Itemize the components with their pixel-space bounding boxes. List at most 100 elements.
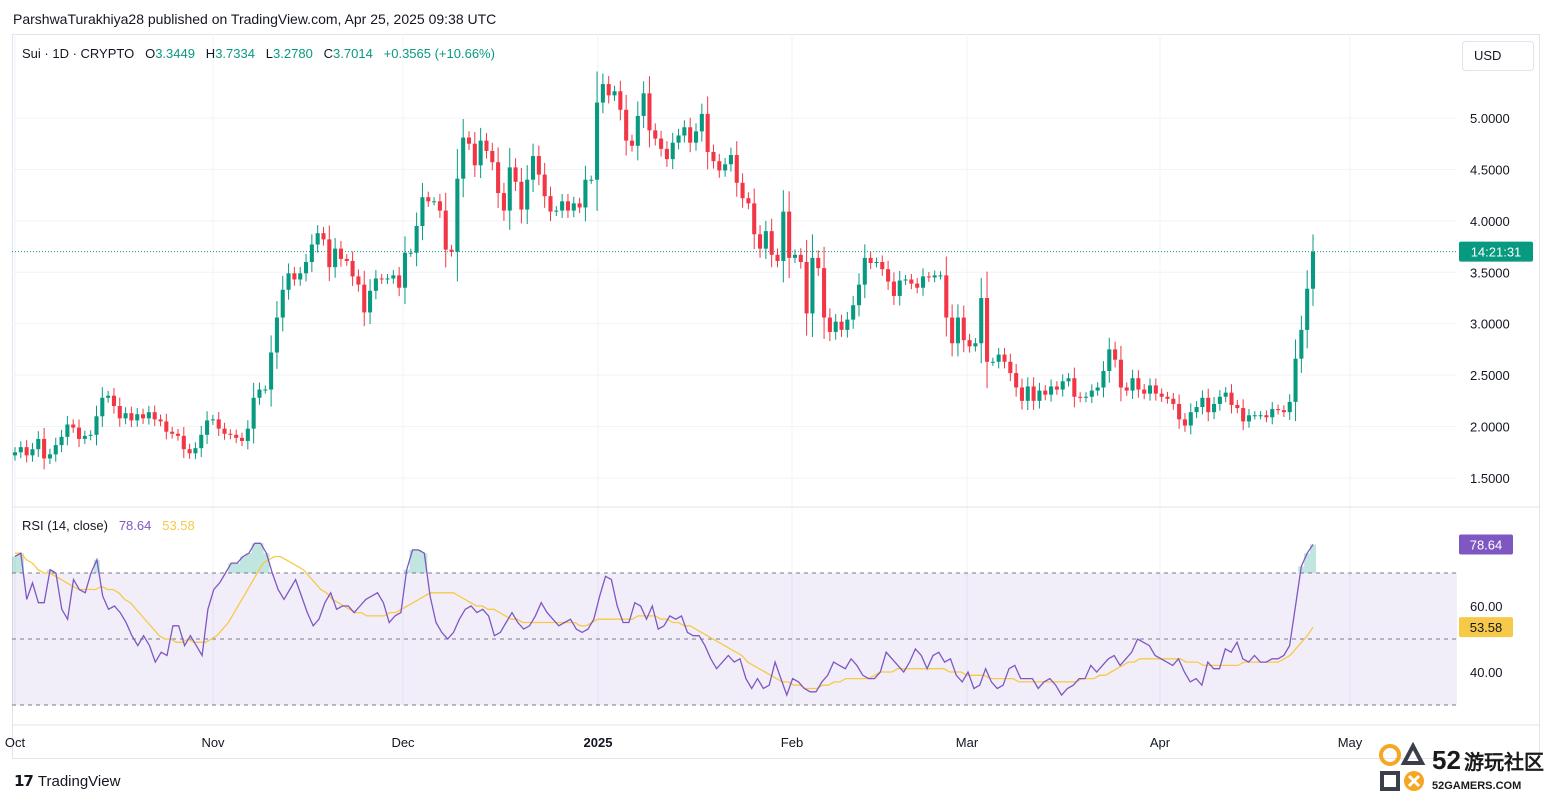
candle-body (123, 413, 128, 419)
rsi-ma-line (15, 552, 1314, 690)
candle-body (798, 254, 803, 262)
open-label: O (145, 46, 156, 61)
candle-body (641, 93, 646, 116)
candle-body (333, 248, 338, 268)
rsi-legend-value: 78.64 (118, 518, 152, 533)
tradingview-logo[interactable]: 𝟭𝟳 TradingView (14, 772, 120, 791)
candle-body (280, 289, 285, 318)
candle-body (1287, 401, 1292, 413)
candle-body (414, 226, 419, 253)
rsi-band-fill (11, 543, 1457, 706)
candle-body (688, 127, 693, 143)
candle-body (257, 389, 262, 398)
candle-body (571, 203, 576, 211)
candle-body (187, 449, 192, 454)
candle-body (734, 155, 739, 183)
candle-body (216, 419, 221, 429)
candle-body (618, 91, 623, 110)
candle-body (71, 424, 76, 428)
candle-body (1258, 415, 1263, 417)
candle-body (1066, 378, 1071, 382)
candle-body (792, 254, 798, 258)
countdown-tag-text: 14:21:31 (1471, 245, 1522, 260)
candle-body (880, 262, 885, 270)
candle-body (519, 181, 524, 210)
candle-body (245, 428, 250, 441)
high-label: H (205, 46, 216, 61)
candle-body (653, 130, 658, 139)
countdown-tag (1459, 241, 1533, 262)
candle-body (1019, 387, 1025, 401)
candle-body (141, 414, 146, 419)
price-tick-label: 2.0000 (1470, 420, 1510, 435)
candle-body (845, 319, 850, 330)
candle-body (53, 445, 58, 455)
time-tick-label: May (1338, 735, 1363, 750)
candle-body (1165, 396, 1170, 399)
candle-body (1049, 386, 1054, 395)
candle-body (1147, 385, 1153, 394)
time-tick-label: Apr (1150, 735, 1171, 750)
high-value: 3.7334 (215, 46, 255, 61)
candle-body (711, 151, 716, 162)
candle-body (758, 234, 763, 249)
candle-body (391, 275, 396, 279)
candle-body (1083, 396, 1089, 398)
time-tick-label: Oct (5, 735, 26, 750)
candle-body (1124, 387, 1129, 391)
low-label: L (265, 46, 274, 61)
candle-body (1235, 404, 1240, 409)
candle-body (286, 273, 291, 290)
candle-body (938, 275, 943, 277)
rsi-tick-label: 60.00 (1470, 599, 1503, 614)
watermark-52gamers: 52 游玩社区 52GAMERS.COM (1379, 741, 1544, 792)
candle-body (1078, 396, 1083, 398)
candle-body (839, 321, 844, 330)
candle-body (437, 201, 442, 211)
candle-body (1188, 412, 1193, 426)
candle-body (973, 343, 978, 347)
candle-body (228, 433, 233, 435)
candle-body (94, 416, 99, 435)
candle-body (769, 231, 774, 255)
candle-body (804, 262, 809, 314)
candle-body (1159, 393, 1164, 397)
candle-body (449, 249, 454, 252)
candle-body (967, 340, 972, 347)
candle-body (886, 269, 891, 282)
candle-body (589, 179, 594, 181)
candle-body (181, 435, 186, 450)
candles (12, 71, 1316, 470)
candle-body (199, 434, 204, 449)
price-tick-label: 5.0000 (1470, 111, 1510, 126)
candle-body (1072, 378, 1077, 397)
candle-body (12, 452, 18, 456)
candle-body (1270, 409, 1275, 418)
candle-body (525, 179, 530, 210)
candle-body (426, 197, 431, 202)
candle-body (59, 436, 64, 446)
candle-body (1177, 403, 1182, 420)
candle-body (1276, 409, 1281, 411)
watermark-logo-icon (1379, 741, 1426, 791)
candle-body (501, 193, 506, 211)
candle-body (385, 278, 390, 280)
candle-body (1305, 288, 1310, 330)
candle-body (1054, 386, 1059, 390)
candle-body (1212, 403, 1217, 413)
close-value: 3.7014 (333, 46, 373, 61)
candle-body (170, 431, 175, 434)
candle-body (490, 150, 495, 163)
candle-body (1206, 397, 1211, 413)
price-tick-label: 3.0000 (1470, 317, 1510, 332)
currency-button[interactable]: USD (1462, 41, 1534, 71)
candle-body (344, 258, 349, 261)
candle-body (1031, 386, 1036, 401)
candle-body (560, 201, 565, 211)
candle-body (164, 421, 169, 432)
candle-body (996, 354, 1001, 362)
candle-body (612, 91, 617, 96)
rsi-ma-legend-value: 53.58 (162, 518, 195, 533)
candle-body (274, 317, 279, 353)
